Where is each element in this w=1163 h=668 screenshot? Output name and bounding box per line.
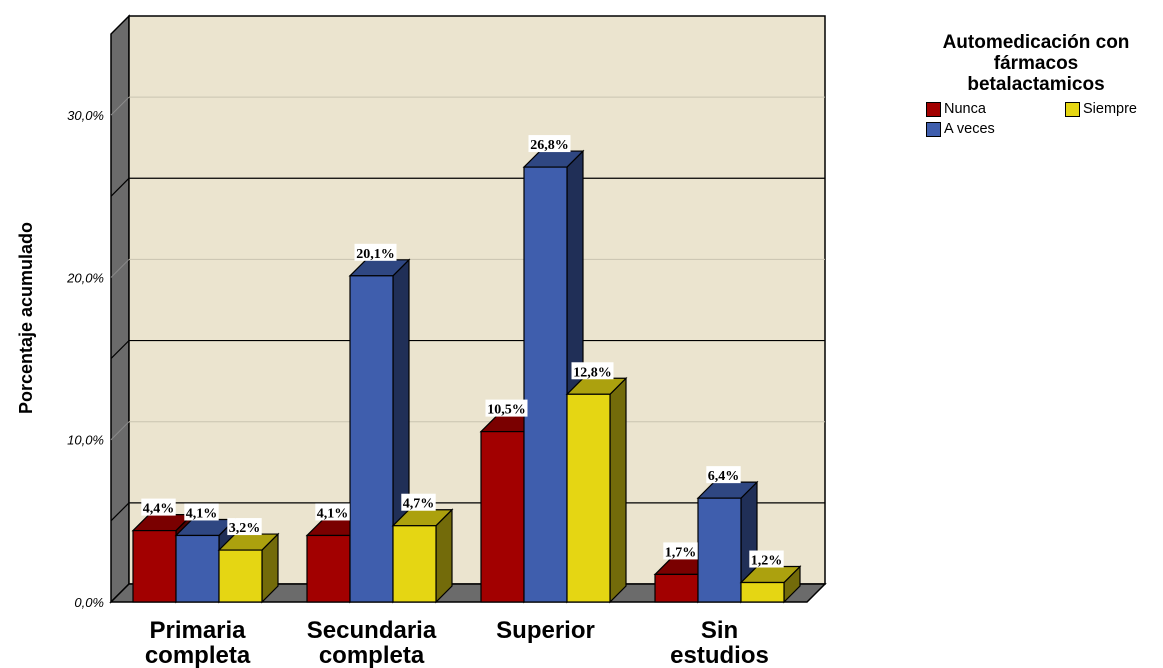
svg-text:26,8%: 26,8% bbox=[530, 138, 569, 153]
legend-item-nunca: Nunca bbox=[926, 101, 986, 117]
legend-swatch bbox=[1065, 101, 1080, 117]
gridline-side bbox=[110, 177, 130, 197]
svg-text:4,4%: 4,4% bbox=[143, 502, 175, 517]
svg-text:1,2%: 1,2% bbox=[751, 554, 783, 569]
data-label: 4,7% bbox=[401, 493, 436, 512]
bar-a-veces bbox=[348, 258, 411, 604]
data-label: 1,2% bbox=[749, 550, 784, 569]
legend-swatch bbox=[926, 101, 941, 117]
bar-siempre bbox=[391, 508, 454, 604]
data-label: 12,8% bbox=[571, 362, 614, 380]
data-label: 20,1% bbox=[354, 243, 397, 262]
y-axis-ticks: 0,0% 10,0% 20,0% 30,0% bbox=[66, 108, 104, 610]
svg-text:12,8%: 12,8% bbox=[573, 365, 612, 380]
x-tick-label: Secundaria bbox=[307, 617, 437, 644]
gridline-side bbox=[110, 340, 130, 359]
x-tick-label: Superior bbox=[496, 617, 595, 644]
bar-siempre bbox=[565, 376, 628, 604]
legend-label: Siempre bbox=[1083, 101, 1137, 117]
gridline-side bbox=[110, 421, 130, 441]
bar-siempre bbox=[739, 565, 802, 604]
x-tick-label: Primaria bbox=[149, 617, 246, 644]
y-axis-label: Porcentaje acumulado bbox=[16, 222, 36, 414]
data-label: 4,4% bbox=[141, 498, 176, 517]
legend-items: Nunca A veces Siempre bbox=[918, 101, 1154, 145]
svg-text:4,1%: 4,1% bbox=[317, 506, 349, 521]
legend: Automedicación con fármacos betalactamicos… bbox=[918, 32, 1154, 145]
data-labels: 4,4% 4,1% 3,2% 4,1% 20,1% 4,7% 10,5% 26,8% 12,8%… bbox=[141, 135, 784, 569]
gridline-side bbox=[110, 259, 130, 278]
x-tick-label: completa bbox=[319, 642, 425, 668]
svg-text:4,1%: 4,1% bbox=[186, 506, 218, 521]
x-tick-label: completa bbox=[145, 642, 251, 668]
x-tick-label: Sin bbox=[701, 617, 738, 644]
svg-text:3,2%: 3,2% bbox=[229, 521, 261, 536]
data-label: 1,7% bbox=[663, 542, 698, 560]
svg-text:1,7%: 1,7% bbox=[665, 545, 697, 560]
legend-label: A veces bbox=[944, 121, 995, 137]
legend-item-siempre: Siempre bbox=[1065, 101, 1137, 117]
svg-text:20,1%: 20,1% bbox=[356, 247, 395, 262]
gridline-side bbox=[110, 502, 130, 522]
svg-text:4,7%: 4,7% bbox=[403, 497, 435, 512]
y-tick-label: 10,0% bbox=[67, 433, 104, 448]
bars bbox=[131, 149, 802, 604]
data-label: 6,4% bbox=[706, 466, 741, 484]
y-tick-label: 30,0% bbox=[67, 108, 104, 123]
bar-siempre bbox=[217, 532, 280, 604]
x-axis-labels: PrimariacompletaSecundariacompletaSuperi… bbox=[145, 617, 769, 668]
data-label: 26,8% bbox=[528, 135, 571, 153]
gridlines bbox=[110, 96, 825, 522]
data-label: 3,2% bbox=[227, 518, 262, 536]
data-label: 10,5% bbox=[485, 399, 528, 418]
y-tick-label: 0,0% bbox=[74, 595, 104, 610]
data-label: 4,1% bbox=[184, 503, 219, 521]
y-tick-label: 20,0% bbox=[66, 270, 104, 285]
legend-title: Automedicación con fármacos betalactamicos bbox=[942, 32, 1130, 95]
legend-label: Nunca bbox=[944, 101, 986, 117]
data-label: 4,1% bbox=[315, 503, 350, 521]
svg-text:10,5%: 10,5% bbox=[487, 403, 526, 418]
legend-item-a-veces: A veces bbox=[926, 121, 995, 137]
svg-text:6,4%: 6,4% bbox=[708, 469, 740, 484]
left-wall bbox=[110, 14, 130, 604]
gridline-side bbox=[110, 96, 130, 116]
x-tick-label: estudios bbox=[670, 642, 769, 668]
legend-swatch bbox=[926, 121, 941, 137]
